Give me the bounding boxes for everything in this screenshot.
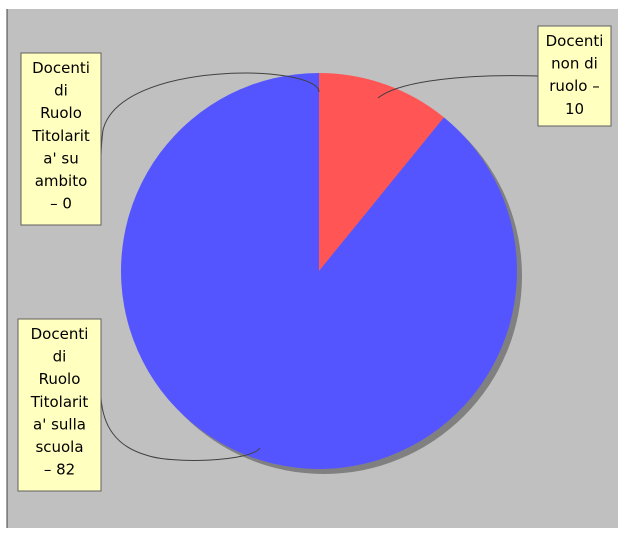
label-line: – 82 (44, 461, 75, 479)
label-box (17, 318, 102, 492)
label-line: non di (551, 55, 598, 73)
label-box (537, 25, 612, 127)
label-line: Ruolo (39, 370, 81, 388)
label-line: Titolarit (30, 393, 89, 411)
leader-line-titolarita-sulla-scuola (100, 397, 261, 461)
label-line: Ruolo (40, 104, 82, 122)
label-line: di (53, 348, 67, 366)
label-line: ruolo – (549, 77, 599, 95)
label-line: ambito (35, 172, 88, 190)
leader-line-non-di-ruolo (377, 75, 540, 99)
label-line: di (54, 82, 68, 100)
label-line: scuola (35, 438, 83, 456)
pie-slices (120, 73, 517, 469)
label-box (20, 52, 102, 226)
label-line: a' su (43, 149, 78, 167)
label-line: – 0 (50, 195, 72, 213)
label-line: Docenti (546, 32, 604, 50)
slice-label-titolarita-su-ambito: Docenti di Ruolo Titolarit a' su ambito – 0 (20, 52, 102, 226)
pie-slice-0 (319, 73, 444, 271)
label-line: Docenti (31, 325, 89, 343)
label-line: a' sulla (33, 415, 86, 433)
label-line: Titolarit (31, 127, 90, 145)
label-line: Docenti (32, 59, 90, 77)
label-line: 10 (565, 100, 584, 118)
pie-slice-1 (120, 73, 517, 469)
slice-label-non-di-ruolo: Docenti non di ruolo – 10 (537, 25, 612, 127)
slice-label-titolarita-sulla-scuola: Docenti di Ruolo Titolarit a' sulla scuola – 8… (17, 318, 102, 492)
